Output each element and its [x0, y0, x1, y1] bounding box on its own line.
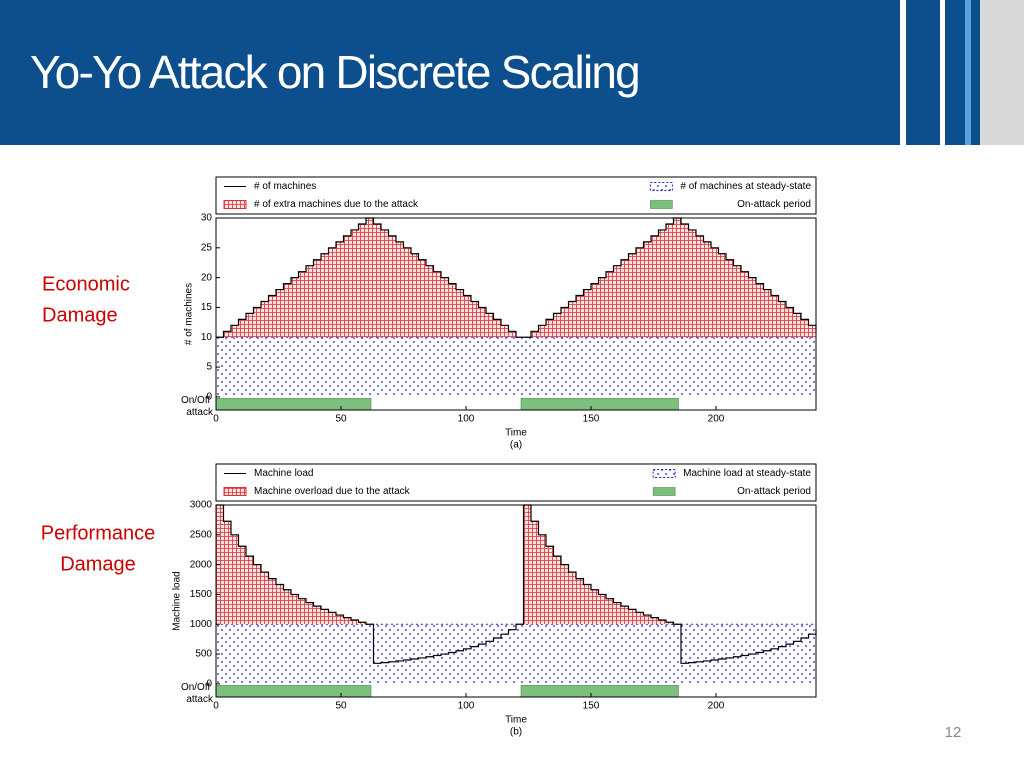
caption: (b) [510, 727, 522, 738]
legend-label: # of machines at steady-state [680, 181, 811, 192]
y-axis-label: Machine load [172, 571, 183, 630]
y-tick-label: 500 [195, 649, 212, 660]
y-axis-label: # of machines [184, 283, 195, 345]
step-line [216, 217, 817, 338]
steady-state-band [216, 337, 816, 397]
y-tick-label: 5 [206, 362, 212, 373]
x-tick-label: 200 [708, 701, 725, 712]
y-tick-label: On/Off attack [181, 681, 214, 704]
legend-swatch [652, 487, 676, 496]
attack-bar [215, 685, 372, 698]
x-tick-label: 50 [335, 701, 347, 712]
x-tick-label: 150 [583, 414, 600, 425]
x-tick-label: 100 [458, 414, 475, 425]
stripe [965, 0, 971, 145]
legend-swatch [223, 487, 247, 496]
excess-area [223, 218, 816, 338]
legend-frame [215, 176, 817, 215]
y-tick-label: 10 [201, 332, 213, 343]
caption: (a) [510, 440, 522, 451]
legend-swatch [652, 469, 676, 478]
excess-area [216, 505, 674, 625]
side-label: Economic [42, 273, 130, 295]
y-tick-label: 1500 [190, 589, 213, 600]
legend-swatch [650, 200, 673, 209]
side-label: Damage [42, 304, 118, 326]
y-tick-label: 2500 [190, 529, 213, 540]
legend-label: On-attack period [737, 486, 811, 497]
attack-bar [215, 398, 372, 411]
x-tick-label: 200 [708, 414, 725, 425]
x-tick-label: 50 [335, 414, 347, 425]
stripe [900, 0, 906, 145]
stripe [980, 0, 1024, 145]
stripe [940, 0, 945, 145]
legend-label: # of machines [254, 181, 316, 192]
legend-swatch [649, 182, 673, 191]
y-tick-label: 2000 [190, 559, 213, 570]
legend-label: Machine load at steady-state [683, 468, 811, 479]
x-tick-label: 150 [583, 701, 600, 712]
y-tick-label: 1000 [190, 619, 213, 630]
steady-state-band [216, 624, 816, 684]
y-tick-label: 0 [206, 392, 212, 403]
side-label: Performance [41, 522, 156, 544]
legend-label: Machine load [254, 468, 313, 479]
y-tick-label: 20 [201, 272, 213, 283]
x-axis-label: Time [505, 715, 527, 726]
legend-label: # of extra machines due to the attack [254, 199, 419, 210]
x-tick-label: 100 [458, 701, 475, 712]
y-tick-label: 3000 [190, 500, 213, 511]
y-tick-label: 25 [201, 242, 213, 253]
y-tick-label: 15 [201, 302, 213, 313]
slide-title: Yo-Yo Attack on Discrete Scaling [30, 46, 639, 98]
plot-frame [215, 504, 817, 698]
legend-swatch [223, 200, 247, 209]
x-axis-label: Time [505, 428, 527, 439]
legend-label: On-attack period [737, 199, 811, 210]
y-tick-label: On/Off attack [181, 394, 214, 417]
x-tick-label: 0 [213, 701, 219, 712]
legend-frame [215, 463, 817, 502]
legend-label: Machine overload due to the attack [254, 486, 411, 497]
page-number: 12 [945, 724, 962, 741]
side-label: Damage [60, 553, 136, 575]
attack-bar [520, 685, 679, 698]
x-tick-label: 0 [213, 414, 219, 425]
y-tick-label: 30 [201, 213, 213, 224]
step-line [216, 504, 817, 664]
y-tick-label: 0 [206, 679, 212, 690]
plot-frame [215, 217, 817, 411]
header-bar [0, 0, 1024, 145]
attack-bar [520, 398, 679, 411]
